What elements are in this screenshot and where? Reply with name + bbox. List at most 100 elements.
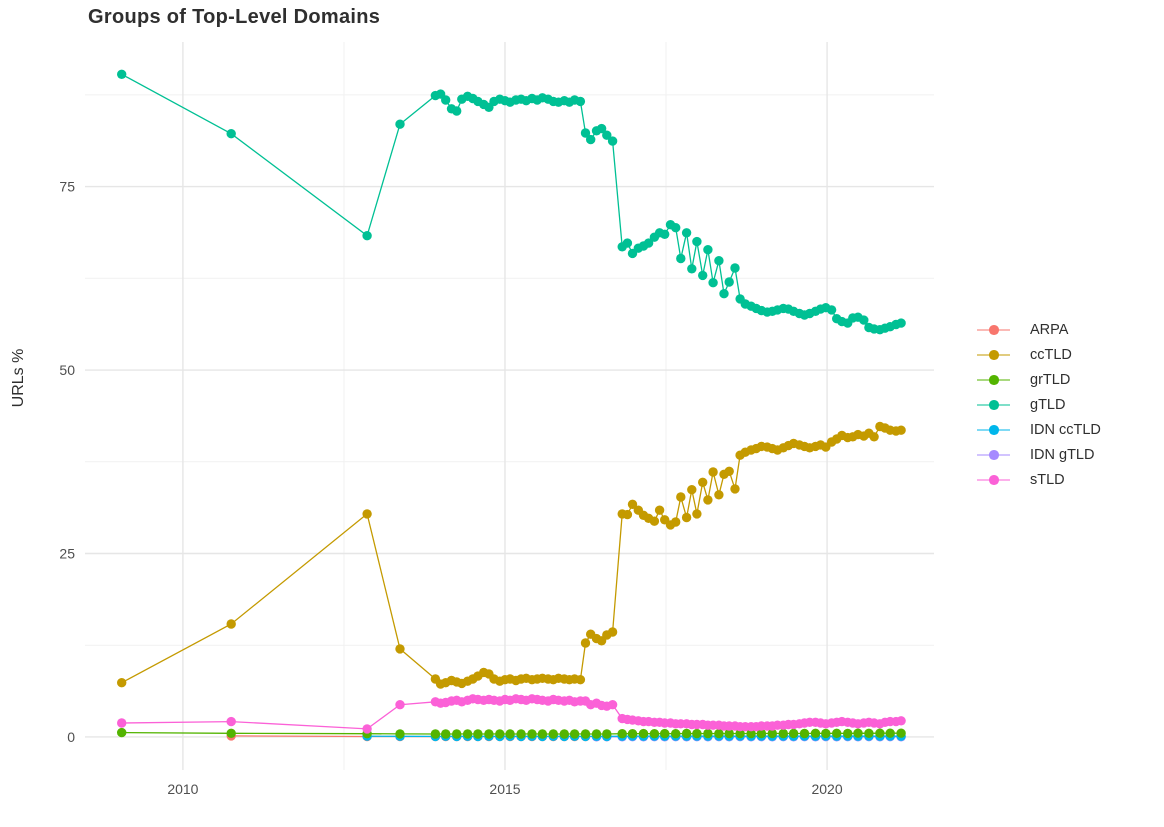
data-point [649,516,660,526]
data-point [117,718,127,728]
data-point [896,318,906,328]
data-point [746,728,756,739]
data-point [681,228,692,238]
data-point [516,729,526,739]
data-point [821,728,831,739]
data-point [580,128,591,138]
data-point [596,123,607,134]
data-point [896,716,906,726]
data-point [843,728,853,739]
legend-item-idn-gtld: IDN gTLD [977,442,1101,467]
data-point [537,729,548,739]
data-point [724,728,734,739]
data-point [714,728,724,739]
data-point [643,238,654,248]
data-point [622,238,633,248]
series-line [121,73,902,331]
y-tick-label: 50 [59,362,75,378]
legend-key-gtld [977,392,1010,417]
data-point [395,729,405,739]
x-tick-label: 2020 [811,781,842,797]
legend-label: IDN ccTLD [1030,421,1101,438]
data-point [395,644,405,654]
series-grtld [117,727,906,739]
data-point [607,700,618,710]
legend-key-grtld [977,367,1010,392]
data-point [591,729,602,739]
data-point [117,678,127,688]
data-point [226,129,236,139]
data-point [505,729,515,739]
data-point [853,728,863,738]
data-point [703,495,713,505]
data-point [719,289,729,299]
legend-dot-icon [989,450,999,460]
legend-dot-icon [989,425,999,435]
data-point [580,638,591,648]
legend-key-idn-cctld [977,417,1010,442]
y-axis-label: URLs % [10,348,27,408]
data-point [692,236,702,247]
legend-item-cctld: ccTLD [977,342,1101,367]
legend-item-arpa: ARPA [977,317,1101,342]
data-point [441,95,451,105]
legend-label: ccTLD [1030,346,1072,363]
data-point [660,728,670,739]
data-point [575,675,586,685]
data-point [362,231,372,241]
data-point [832,728,842,738]
data-point [586,134,596,145]
data-point [869,432,879,442]
legend-key-stld [977,467,1010,492]
data-point [617,729,627,739]
data-point [703,728,713,739]
legend-item-idn-cctld: IDN ccTLD [977,417,1101,442]
data-point [627,499,638,509]
data-point [226,619,236,629]
data-point [810,728,821,738]
data-point [452,729,462,739]
data-point [638,728,649,739]
data-point [708,467,718,477]
legend-label: grTLD [1030,371,1071,388]
data-point [676,253,686,264]
data-point [875,728,885,738]
series-cctld [117,421,906,689]
data-point [627,729,638,739]
data-point [703,245,713,255]
data-point [527,729,537,739]
data-point [495,729,505,739]
data-point [859,315,869,325]
data-point [441,729,451,739]
data-point [778,728,788,739]
data-point [473,729,483,739]
data-point [864,728,874,738]
data-point [799,728,810,739]
data-point [430,729,441,739]
data-point [681,728,692,739]
y-tick-label: 0 [67,729,75,745]
data-point [767,728,777,739]
legend-label: gTLD [1030,396,1066,413]
x-tick-label: 2015 [489,781,520,797]
data-point [730,484,740,494]
data-point [714,490,724,500]
legend-label: ARPA [1030,321,1069,338]
data-point [660,229,670,239]
data-point [575,96,586,107]
data-point [226,716,236,727]
data-point [654,505,665,515]
data-point [826,305,837,315]
data-point [671,223,681,233]
axis-tick-labels: 0 25 50 75 2010 2015 2020 [59,179,842,797]
data-point [462,729,473,739]
data-point [788,728,799,739]
series-stld [117,694,906,734]
legend-item-grtld: grTLD [977,367,1101,392]
data-point [607,136,618,146]
data-point [885,728,895,738]
data-point [117,69,127,80]
data-point [395,119,405,129]
data-point [896,425,906,435]
